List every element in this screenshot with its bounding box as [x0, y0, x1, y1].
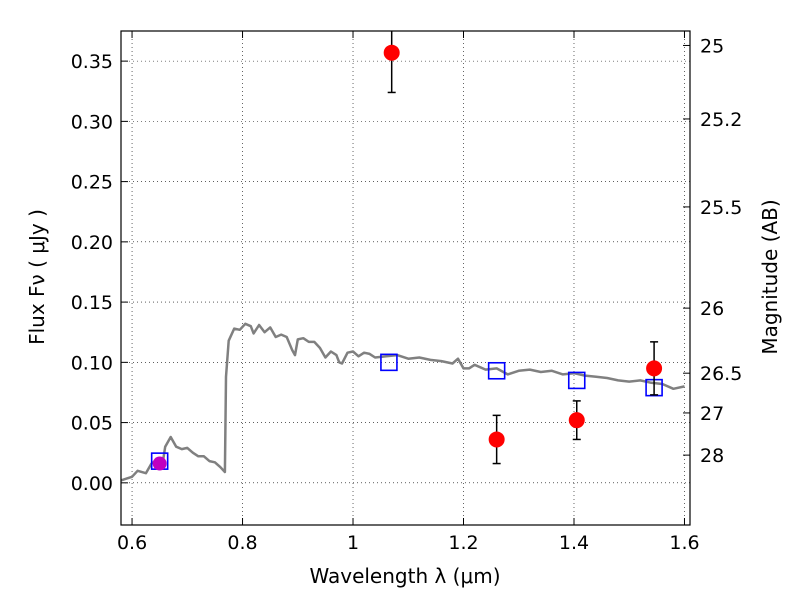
right-tick-label: 27	[700, 403, 724, 425]
x-tick-label: 1	[347, 532, 359, 554]
model-photometry-square	[487, 361, 506, 380]
x-tick-label: 0.8	[227, 532, 257, 554]
x-tick-label: 1.6	[669, 532, 699, 554]
plot-data-layer	[121, 31, 685, 482]
y-axis-label: Flux Fν ( μJy )	[25, 209, 49, 345]
y-tick-label: 0.05	[71, 413, 113, 435]
right-axis-label: Magnitude (AB)	[758, 199, 782, 354]
right-tick-label: 26.5	[700, 363, 742, 385]
y-tick-label: 0.15	[71, 292, 113, 314]
right-tick-label: 25.5	[700, 197, 742, 219]
x-axis-label: Wavelength λ (μm)	[309, 564, 500, 588]
grid-lines	[121, 31, 690, 525]
y-tick-label: 0.25	[71, 172, 113, 194]
y-tick-label: 0.10	[71, 352, 113, 374]
y-tick-label: 0.35	[71, 51, 113, 73]
right-tick-label: 28	[700, 445, 724, 467]
observed-flux-point	[646, 360, 663, 377]
observed-flux-point	[152, 456, 167, 471]
right-tick-label: 25	[700, 35, 724, 57]
x-tick-label: 0.6	[117, 532, 147, 554]
y-tick-label: 0.30	[71, 111, 113, 133]
y-tick-label: 0.20	[71, 232, 113, 254]
right-tick-label: 26	[700, 298, 724, 320]
model-photometry-square	[380, 353, 398, 372]
axis-ticks: 0.6 0.8 1 1.2 1.4 1.6 0.00 0.05 0.10 0.15 0.20 0.25…	[71, 31, 742, 554]
model-spectrum-line	[121, 322, 685, 482]
y-tick-label: 0.00	[71, 473, 113, 495]
model-photometry-square	[567, 371, 586, 390]
observed-flux-point	[383, 44, 400, 61]
plot-frame	[120, 30, 691, 526]
x-tick-label: 1.2	[448, 532, 478, 554]
x-tick-label: 1.4	[559, 532, 589, 554]
right-tick-label: 25.2	[700, 109, 742, 131]
observed-flux-point	[488, 431, 505, 448]
observed-flux-point	[568, 412, 585, 429]
